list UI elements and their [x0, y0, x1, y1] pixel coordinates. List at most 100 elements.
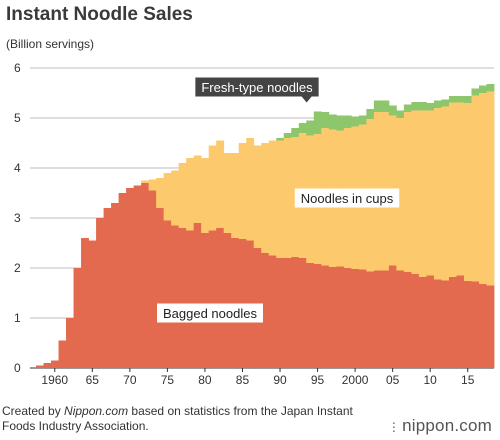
bar-bagged-1992	[291, 257, 300, 368]
bar-fresh-2006	[396, 110, 405, 118]
x-tick-label: 90	[273, 373, 287, 387]
bar-bagged-1966	[96, 218, 104, 368]
bar-bagged-1970	[126, 188, 135, 368]
bar-bagged-1982	[216, 228, 225, 368]
bar-cups-2011	[433, 108, 442, 280]
source-credit: Created by Nippon.com based on statistic…	[2, 404, 382, 434]
bar-bagged-1984	[231, 238, 240, 368]
bar-fresh-2013	[448, 96, 457, 103]
bar-bagged-1959	[43, 363, 52, 368]
bar-bagged-1979	[193, 223, 202, 368]
y-tick-labels: 0 1 2 3 4 5 6	[14, 61, 21, 375]
bar-fresh-2005	[388, 105, 397, 116]
bar-fresh-1998	[336, 115, 345, 131]
bar-bagged-2000	[351, 269, 360, 368]
brand-logo: ⋮ nippon.com	[388, 416, 492, 436]
bar-bagged-1994	[306, 263, 315, 368]
series-labels: Fresh-type noodles Noodles in cups Bagged …	[157, 77, 400, 323]
bar-fresh-2018	[486, 84, 495, 92]
bars-layer	[36, 84, 495, 368]
bar-bagged-2011	[433, 279, 442, 368]
bar-bagged-1996	[321, 265, 330, 368]
bar-bagged-1960	[51, 360, 59, 368]
bar-bagged-1972	[141, 183, 150, 368]
x-tick-label: 05	[386, 373, 400, 387]
bar-bagged-1962	[66, 318, 74, 368]
bar-bagged-2017	[478, 284, 487, 368]
bar-fresh-2014	[456, 96, 465, 103]
bar-fresh-2004	[381, 100, 390, 112]
bar-bagged-2002	[366, 271, 375, 368]
bar-cups-2013	[448, 102, 457, 277]
bar-fresh-1990	[276, 138, 285, 141]
bar-bagged-1967	[103, 208, 112, 368]
bar-bagged-1998	[336, 266, 345, 368]
bar-cups-2007	[403, 112, 412, 272]
bar-cups-1974	[156, 178, 165, 208]
bar-bagged-1981	[208, 230, 217, 368]
bar-fresh-1994	[306, 120, 315, 136]
svg-text:Fresh-type noodles: Fresh-type noodles	[201, 80, 313, 95]
y-axis-unit-label: (Billion servings)	[6, 37, 95, 51]
bar-bagged-2003	[373, 270, 382, 368]
y-tick-label: 0	[14, 361, 21, 375]
bar-bagged-2007	[403, 272, 412, 368]
bar-bagged-1965	[88, 240, 97, 368]
x-tick-label: 85	[236, 373, 250, 387]
bar-fresh-2012	[441, 99, 450, 107]
bar-bagged-1991	[283, 258, 292, 368]
bar-fresh-2003	[373, 100, 382, 112]
y-tick-label: 3	[14, 211, 21, 225]
bar-fresh-1992	[291, 128, 300, 137]
credit-prefix: Created by	[2, 404, 65, 418]
bar-cups-1987	[253, 145, 262, 248]
bar-bagged-1990	[276, 258, 285, 368]
bar-cups-1984	[231, 153, 240, 238]
bar-cups-1977	[178, 163, 187, 228]
bar-fresh-2000	[351, 116, 360, 127]
bar-bagged-1968	[111, 203, 119, 368]
bar-bagged-1964	[81, 238, 89, 368]
x-tick-label: 1960	[41, 373, 68, 387]
credit-suffix: based on statistics from the Japan Insta…	[2, 404, 353, 433]
bar-bagged-1971	[133, 185, 142, 368]
bar-bagged-1980	[201, 233, 210, 368]
bar-cups-2006	[396, 118, 405, 271]
x-tick-label: 80	[198, 373, 212, 387]
bar-bagged-2006	[396, 270, 405, 368]
bar-bagged-2001	[358, 269, 367, 368]
bar-fresh-2008	[411, 102, 420, 111]
bar-cups-2016	[471, 95, 480, 282]
svg-text:Bagged noodles: Bagged noodles	[163, 306, 257, 321]
brand-name: nippon.com	[402, 416, 492, 435]
bar-fresh-2015	[463, 96, 472, 103]
x-tick-label: 10	[424, 373, 438, 387]
y-tick-label: 4	[14, 161, 21, 175]
credit-site: Nippon.com	[64, 404, 129, 418]
bar-fresh-2017	[478, 85, 487, 93]
bar-cups-2015	[463, 103, 472, 281]
bar-fresh-1995	[313, 111, 322, 134]
bar-cups-1972	[141, 180, 150, 183]
bar-bagged-2005	[388, 265, 397, 368]
bar-bagged-1976	[171, 225, 180, 368]
bar-cups-1988	[261, 143, 270, 253]
y-tick-label: 2	[14, 261, 21, 275]
bar-fresh-1997	[328, 114, 337, 130]
bar-cups-2017	[478, 93, 487, 284]
bar-fresh-2010	[426, 103, 435, 111]
bar-fresh-2007	[403, 104, 412, 112]
bar-bagged-1988	[261, 253, 270, 368]
bar-bagged-1989	[268, 255, 277, 368]
label-bagged-noodles: Bagged noodles	[157, 303, 263, 323]
bar-fresh-2011	[433, 100, 442, 108]
stacked-bar-chart: 0 1 2 3 4 5 6 1960 65 70 75 80 85 90 95 2000 05 10 15 Fre…	[14, 61, 495, 387]
bar-cups-2009	[418, 110, 427, 277]
bar-fresh-2016	[471, 88, 480, 96]
bar-bagged-1983	[223, 233, 232, 368]
bar-cups-1985	[238, 143, 247, 239]
bar-bagged-1961	[58, 340, 67, 368]
bar-bagged-2012	[441, 280, 450, 368]
bar-bagged-1995	[313, 264, 322, 368]
bar-cups-2008	[411, 110, 420, 274]
